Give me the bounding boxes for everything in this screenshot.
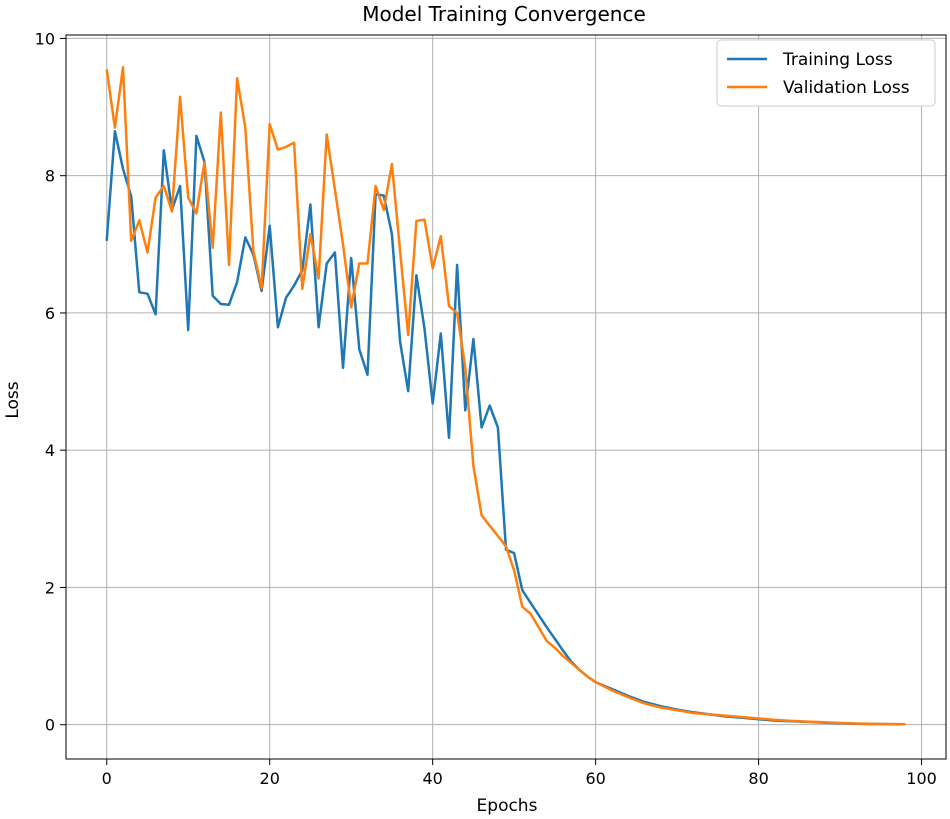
legend-box — [716, 39, 936, 107]
legend: Training Loss Validation Loss — [716, 39, 936, 107]
y-tick-label: 8 — [45, 167, 55, 186]
grid — [66, 35, 946, 759]
axis-ticks: 0 20 40 60 80 100 0 2 4 6 8 10 — [35, 29, 937, 788]
x-tick-label: 60 — [585, 769, 605, 788]
y-tick-label: 2 — [45, 578, 55, 597]
x-tick-label: 40 — [422, 769, 442, 788]
x-tick-label: 20 — [260, 769, 280, 788]
legend-label-validation: Validation Loss — [783, 78, 910, 98]
x-axis-title: Epochs — [477, 796, 538, 816]
y-tick-label: 10 — [35, 29, 55, 48]
y-axis-title: Loss — [3, 381, 23, 418]
legend-label-training: Training Loss — [782, 50, 893, 70]
x-tick-label: 0 — [102, 769, 112, 788]
plot-frame — [65, 34, 947, 760]
x-tick-label: 80 — [748, 769, 768, 788]
series-lines — [105, 66, 906, 726]
x-tick-label: 100 — [906, 769, 937, 788]
y-tick-label: 0 — [45, 716, 55, 735]
chart-title: Model Training Convergence — [362, 2, 646, 26]
y-tick-label: 6 — [45, 304, 55, 323]
y-tick-label: 4 — [45, 441, 55, 460]
validation-loss-line — [105, 66, 906, 726]
